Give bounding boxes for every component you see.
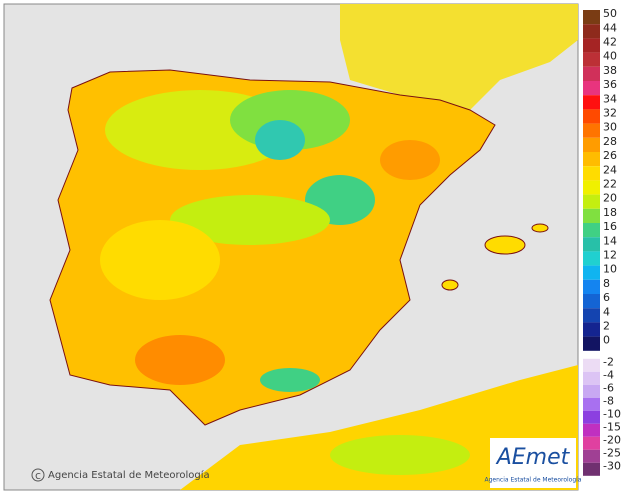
terrain [255, 120, 305, 160]
legend-label: 0 [603, 334, 610, 347]
legend-swatch [583, 371, 600, 385]
terrain [330, 435, 470, 475]
legend-label: -25 [603, 446, 621, 459]
legend-label: 8 [603, 277, 610, 290]
legend-swatch [583, 294, 600, 309]
legend-label: -6 [603, 381, 614, 394]
terrain [100, 220, 220, 300]
legend-label: -4 [603, 368, 614, 381]
legend-label: 22 [603, 178, 617, 191]
legend-label: 50 [603, 7, 617, 20]
legend-swatch [583, 308, 600, 323]
legend-swatch [583, 423, 600, 437]
terrain [170, 195, 330, 245]
legend-label: 44 [603, 21, 617, 34]
copyright-symbol: c [35, 469, 41, 482]
legend-label: 6 [603, 291, 610, 304]
legend-label: -15 [603, 420, 621, 433]
legend-label: -20 [603, 433, 621, 446]
legend-label: 30 [603, 121, 617, 134]
legend-swatch [583, 397, 600, 411]
legend-label: 24 [603, 163, 617, 176]
legend-label: 12 [603, 249, 617, 262]
legend-swatch [583, 38, 600, 53]
legend-swatch [583, 251, 600, 266]
legend-label: 32 [603, 107, 617, 120]
legend-swatch [583, 152, 600, 167]
legend-swatch [583, 449, 600, 463]
logo-name: AEmet [495, 445, 571, 470]
legend-label: 16 [603, 220, 617, 233]
terrain [260, 368, 320, 392]
legend-swatch [583, 95, 600, 110]
legend-label: 42 [603, 36, 617, 49]
france [340, 4, 578, 110]
legend-label: -8 [603, 394, 614, 407]
legend-swatch [583, 208, 600, 223]
legend-label: 2 [603, 320, 610, 333]
legend-label: 28 [603, 135, 617, 148]
legend-label: 18 [603, 206, 617, 219]
legend-swatch [583, 322, 600, 337]
legend: 5044424038363432302826242220181614121086… [583, 7, 621, 476]
credit: Agencia Estatal de Meteorología [48, 469, 210, 481]
legend-swatch [583, 24, 600, 39]
map: c Agencia Estatal de Meteorología AEmet … [3, 3, 582, 491]
legend-label: 20 [603, 192, 617, 205]
legend-swatch [583, 166, 600, 181]
legend-swatch [583, 358, 600, 372]
legend-swatch [583, 180, 600, 195]
legend-swatch [583, 384, 600, 398]
terrain [380, 140, 440, 180]
legend-label: 4 [603, 305, 610, 318]
legend-swatch [583, 462, 600, 476]
logo-box [490, 438, 576, 488]
island [484, 235, 526, 255]
logo-subtitle: Agencia Estatal de Meteorología [485, 477, 582, 484]
legend-swatch [583, 223, 600, 238]
legend-label: -30 [603, 459, 621, 472]
legend-swatch [583, 265, 600, 280]
legend-label: 10 [603, 263, 617, 276]
legend-label: 34 [603, 92, 617, 105]
legend-swatch [583, 10, 600, 25]
legend-label: 38 [603, 64, 617, 77]
legend-label: 26 [603, 149, 617, 162]
terrain [135, 335, 225, 385]
legend-swatch [583, 81, 600, 96]
legend-label: -2 [603, 355, 614, 368]
legend-swatch [583, 279, 600, 294]
legend-label: 40 [603, 50, 617, 63]
legend-swatch [583, 123, 600, 138]
legend-swatch [583, 410, 600, 424]
legend-swatch [583, 436, 600, 450]
legend-swatch [583, 237, 600, 252]
legend-label: 14 [603, 234, 617, 247]
island [441, 279, 459, 291]
legend-swatch [583, 52, 600, 67]
island [531, 223, 549, 233]
africa [180, 365, 578, 490]
copyright-icon [31, 468, 45, 482]
legend-label: 36 [603, 78, 617, 91]
legend-label: -10 [603, 407, 621, 420]
legend-swatch [583, 336, 600, 351]
legend-swatch [583, 194, 600, 209]
legend-swatch [583, 66, 600, 81]
legend-swatch [583, 109, 600, 124]
legend-swatch [583, 137, 600, 152]
